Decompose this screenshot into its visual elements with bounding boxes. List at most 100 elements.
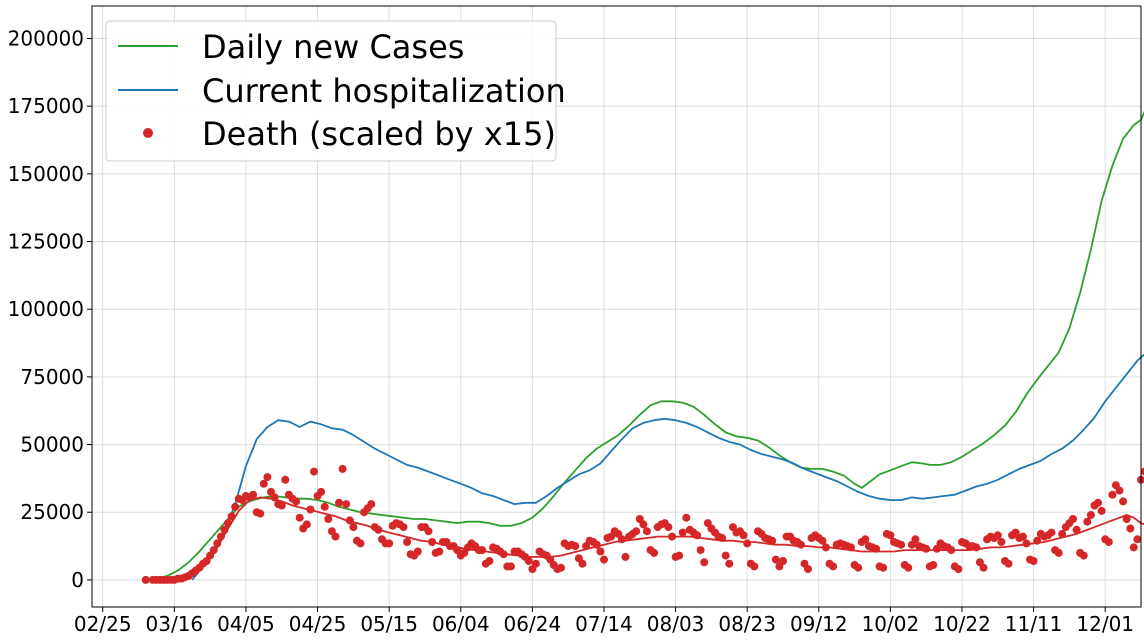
death-point: [993, 531, 1002, 540]
legend: Daily new Cases Current hospitalization …: [105, 20, 566, 162]
death-point: [1058, 529, 1067, 538]
death-point: [829, 562, 838, 571]
death-point: [249, 490, 258, 499]
death-point: [779, 557, 787, 565]
death-point: [1094, 498, 1102, 507]
legend-label-cases: Daily new Cases: [202, 28, 464, 66]
y-tick-label: 100000: [8, 297, 84, 321]
death-point: [1115, 486, 1124, 495]
x-tick-label: 06/24: [504, 612, 562, 636]
death-point: [435, 547, 444, 556]
death-point: [872, 544, 881, 553]
death-point: [270, 493, 279, 502]
death-point: [557, 563, 565, 572]
death-point: [596, 547, 605, 556]
death-point: [929, 561, 938, 569]
death-point: [972, 543, 981, 552]
death-point: [374, 525, 383, 534]
legend-box: [105, 20, 557, 162]
death-point: [1133, 535, 1142, 544]
death-point: [320, 502, 329, 511]
death-point: [277, 501, 286, 510]
death-point: [771, 555, 780, 564]
y-tick-label: 25000: [20, 500, 84, 524]
death-point: [216, 532, 225, 541]
legend-swatch-death: [143, 128, 153, 138]
death-point: [847, 543, 855, 552]
x-tick-label: 04/05: [217, 612, 275, 636]
death-point: [209, 546, 218, 555]
death-point: [821, 543, 830, 552]
death-point: [1122, 515, 1131, 523]
death-point: [718, 534, 727, 542]
death-point: [413, 547, 422, 556]
death-point: [600, 555, 608, 564]
death-point: [1047, 528, 1056, 537]
death-point: [292, 497, 301, 506]
death-point: [911, 535, 920, 544]
death-point: [295, 513, 304, 522]
daily-new-cases-line: [145, 110, 1144, 581]
y-tick-label: 125000: [8, 230, 84, 254]
death-point: [1069, 515, 1077, 523]
death-point: [403, 538, 412, 546]
death-point: [897, 540, 906, 549]
death-point: [367, 500, 376, 509]
death-point: [224, 519, 232, 528]
x-tick-label: 08/23: [718, 612, 776, 636]
death-point: [725, 559, 734, 568]
current-hospitalization-line: [191, 353, 1144, 581]
death-point: [621, 552, 630, 561]
death-point: [947, 546, 956, 555]
x-tick-label: 08/03: [647, 612, 705, 636]
death-point: [499, 550, 508, 559]
death-point: [342, 500, 351, 509]
death-point: [1097, 506, 1106, 515]
death-point: [768, 536, 777, 545]
death-point: [302, 520, 311, 529]
death-point: [310, 467, 318, 476]
death-point: [428, 538, 437, 546]
death-point: [696, 546, 705, 555]
death-point: [1004, 559, 1013, 568]
death-point: [592, 540, 601, 549]
death-point: [639, 520, 648, 529]
death-point: [1079, 551, 1088, 560]
death-point: [385, 539, 394, 548]
death-point: [954, 565, 963, 574]
death-point: [979, 563, 988, 572]
death-point: [854, 563, 863, 572]
death-point: [259, 479, 268, 488]
death-point: [571, 542, 580, 551]
death-point: [675, 551, 684, 560]
x-tick-label: 07/14: [575, 612, 633, 636]
death-point: [1072, 525, 1081, 534]
death-point: [1108, 490, 1117, 499]
death-point: [818, 536, 827, 545]
death-point: [879, 563, 888, 572]
death-point: [506, 562, 515, 571]
death-point: [1129, 543, 1138, 552]
death-point: [1104, 538, 1113, 546]
death-point: [324, 515, 333, 523]
x-tick-label: 03/16: [146, 612, 204, 636]
x-tick-label: 02/25: [74, 612, 132, 636]
y-tick-label: 75000: [20, 365, 84, 389]
legend-label-hospitalization: Current hospitalization: [202, 72, 566, 110]
death-point: [331, 532, 340, 541]
death-point: [1018, 532, 1027, 541]
death-point: [904, 563, 913, 572]
death-point: [642, 527, 651, 536]
death-point: [1022, 539, 1031, 548]
death-point: [750, 562, 759, 571]
death-point: [922, 544, 931, 553]
death-point: [478, 546, 487, 555]
death-point: [682, 513, 691, 522]
x-tick-label: 05/15: [360, 612, 418, 636]
plot-frame: [91, 5, 1142, 608]
death-point: [693, 531, 702, 540]
y-tick-label: 50000: [20, 433, 84, 457]
x-tick-label: 04/25: [289, 612, 347, 636]
death-point: [632, 527, 641, 536]
